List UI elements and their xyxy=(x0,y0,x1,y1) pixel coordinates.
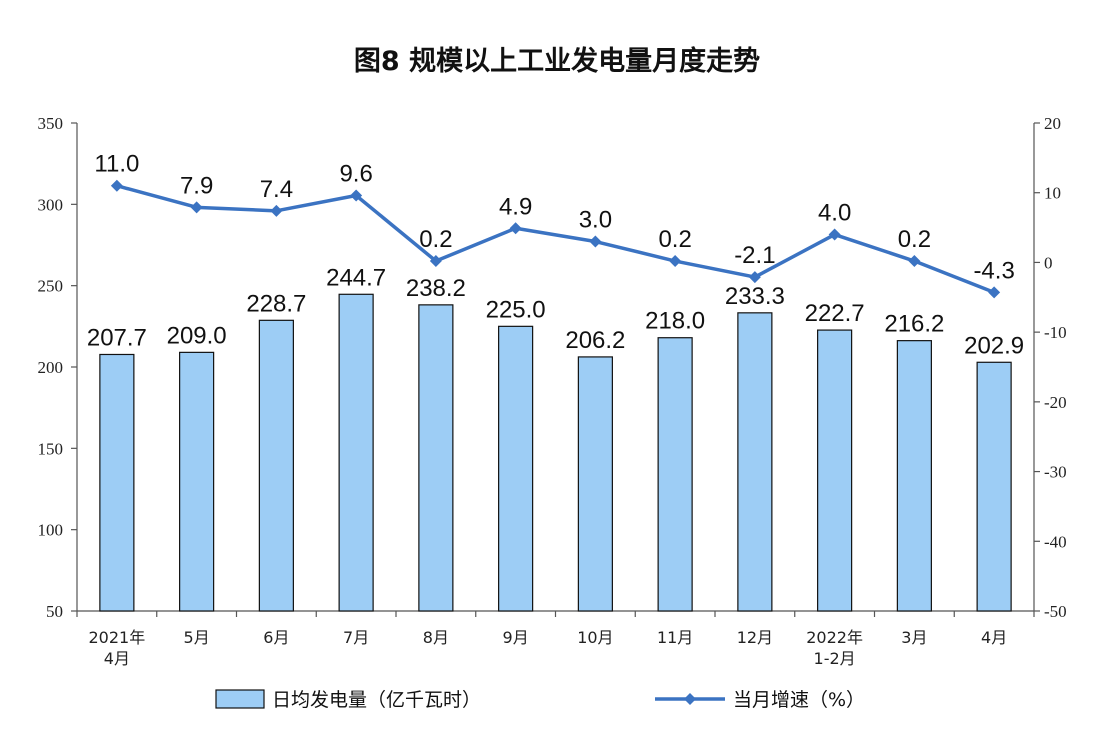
x-axis-labels: 2021年 4月 5月 6月 7月 8月 9月 10月 11月 12月 2022年 1-2月 3月 4月 xyxy=(89,628,1008,668)
bar xyxy=(179,351,215,612)
growth-value-label: 7.4 xyxy=(260,176,293,203)
y-right-tick-label: -50 xyxy=(1044,602,1067,621)
bar xyxy=(577,356,613,612)
x-tick-label: 12月 xyxy=(737,628,773,647)
y-right-tick-label: -10 xyxy=(1044,323,1067,342)
growth-value-label: 0.2 xyxy=(419,226,452,253)
growth-point xyxy=(988,286,1001,299)
bar xyxy=(896,340,932,612)
legend: 日均发电量（亿千瓦时） 当月增速（%） xyxy=(215,689,865,711)
x-tick-label: 11月 xyxy=(657,628,693,647)
growth-point xyxy=(190,201,203,214)
x-tick-label: 9月 xyxy=(503,628,529,647)
y-right-tick-label: 10 xyxy=(1044,184,1061,203)
legend-line-label: 当月增速（%） xyxy=(733,689,865,711)
bar-value-label: 228.7 xyxy=(246,290,306,317)
y-left-tick-label: 350 xyxy=(38,114,64,133)
x-tick-label: 1-2月 xyxy=(814,649,856,668)
y-left-tick-label: 100 xyxy=(38,521,64,540)
x-tick-label: 8月 xyxy=(423,628,449,647)
y-right-tick-label: 20 xyxy=(1044,114,1061,133)
bar xyxy=(976,361,1012,612)
growth-point xyxy=(270,204,283,217)
bar xyxy=(737,312,773,612)
y-right-tick-label: -20 xyxy=(1044,393,1067,412)
growth-value-label: 4.9 xyxy=(499,193,532,220)
growth-point xyxy=(350,189,363,202)
growth-point xyxy=(589,235,602,248)
bars xyxy=(99,293,1012,612)
growth-point xyxy=(828,228,841,241)
x-tick-label: 10月 xyxy=(577,628,613,647)
bar-value-label: 216.2 xyxy=(884,311,944,338)
growth-value-label: 11.0 xyxy=(94,151,139,178)
y-right-tick-label: -40 xyxy=(1044,532,1067,551)
growth-value-label: 4.0 xyxy=(818,200,851,227)
bar-value-label: 222.7 xyxy=(805,300,865,327)
bar-value-label: 202.9 xyxy=(964,332,1024,359)
axes: 50 100 150 200 250 300 350 -50 -40 -30 -20 -10 0 10 20 xyxy=(38,114,1067,621)
y-right-tick-label: 0 xyxy=(1044,253,1053,272)
bar-value-label: 207.7 xyxy=(87,324,147,351)
growth-point xyxy=(669,255,682,268)
bar xyxy=(418,304,454,612)
growth-point xyxy=(908,255,921,268)
data-labels: 207.7 209.0 228.7 244.7 238.2 225.0 206.2 218.0… xyxy=(87,151,1024,360)
x-tick-label: 4月 xyxy=(981,628,1007,647)
growth-value-label: -4.3 xyxy=(973,257,1014,284)
chart-title: 图8 规模以上工业发电量月度走势 xyxy=(354,45,760,77)
y-left-tick-label: 150 xyxy=(38,439,64,458)
y-left-tick-label: 250 xyxy=(38,277,64,296)
x-tick-label: 3月 xyxy=(901,628,927,647)
legend-bar-swatch xyxy=(215,689,265,709)
x-tick-label: 5月 xyxy=(184,628,210,647)
bar-value-label: 233.3 xyxy=(725,283,785,310)
growth-value-label: 3.0 xyxy=(579,207,612,234)
legend-bar-label: 日均发电量（亿千瓦时） xyxy=(272,689,481,711)
growth-point xyxy=(429,255,442,268)
x-tick-label: 2021年 xyxy=(89,628,146,647)
x-tick-label: 2022年 xyxy=(806,628,863,647)
y-left-tick-label: 200 xyxy=(38,358,64,377)
bar xyxy=(99,353,135,612)
bar xyxy=(338,293,374,612)
growth-line xyxy=(110,179,1001,299)
growth-value-label: 9.6 xyxy=(339,161,372,188)
bar xyxy=(498,325,534,612)
bar-value-label: 225.0 xyxy=(486,296,546,323)
growth-point xyxy=(509,222,522,235)
growth-point xyxy=(110,179,123,192)
growth-line-path xyxy=(116,184,995,295)
y-right-tick-label: -30 xyxy=(1044,463,1067,482)
growth-value-label: -2.1 xyxy=(734,242,775,269)
bar-value-label: 218.0 xyxy=(645,308,705,335)
growth-value-label: 0.2 xyxy=(658,226,691,253)
bar-value-label: 209.0 xyxy=(167,322,227,349)
bar xyxy=(258,319,294,612)
bar-value-label: 238.2 xyxy=(406,275,466,302)
bar-value-label: 244.7 xyxy=(326,264,386,291)
legend-line-marker xyxy=(684,693,696,705)
y-left-tick-label: 300 xyxy=(38,195,64,214)
growth-value-label: 0.2 xyxy=(898,226,931,253)
bar-value-label: 206.2 xyxy=(565,327,625,354)
growth-point xyxy=(748,271,761,284)
x-tick-label: 4月 xyxy=(104,649,130,668)
bar xyxy=(657,337,693,612)
x-tick-label: 7月 xyxy=(343,628,369,647)
growth-value-label: 7.9 xyxy=(180,172,213,199)
bar xyxy=(817,329,853,612)
x-tick-label: 6月 xyxy=(263,628,289,647)
y-left-tick-label: 50 xyxy=(46,602,63,621)
